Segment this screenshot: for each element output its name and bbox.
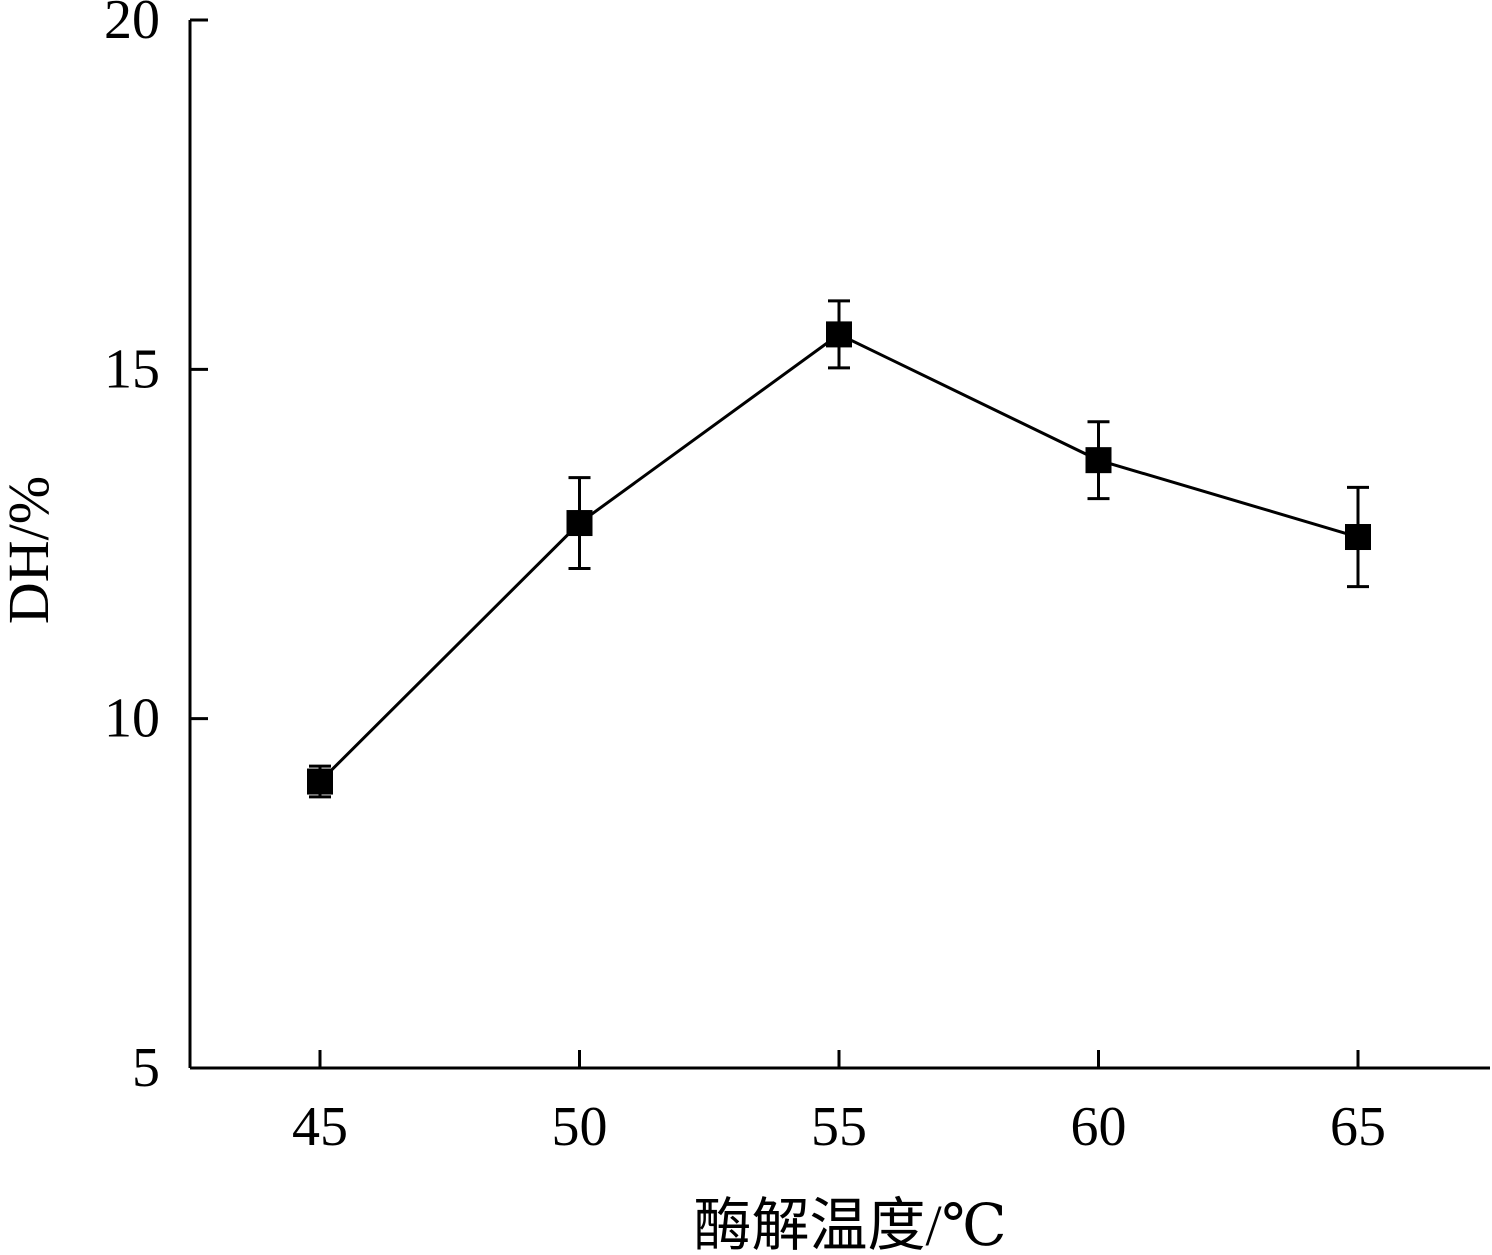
x-tick-label: 65 (1330, 1096, 1386, 1158)
x-ticks: 45 50 55 60 65 (292, 1050, 1386, 1158)
plot-area (307, 299, 1371, 799)
x-tick-label: 60 (1071, 1096, 1127, 1158)
x-tick-label: 50 (552, 1096, 608, 1158)
y-tick-label: 15 (104, 338, 160, 400)
y-axis-title: DH/% (0, 476, 61, 624)
data-point-marker (1085, 447, 1112, 474)
y-tick-label: 5 (132, 1037, 160, 1099)
data-point-marker (566, 510, 593, 537)
y-tick-label: 10 (104, 688, 160, 750)
data-point-marker (826, 321, 852, 348)
data-point-marker (307, 768, 333, 795)
y-ticks: 5 10 15 20 (104, 0, 208, 1099)
axes (188, 20, 1490, 1070)
x-axis-title: 酶解温度/℃ (694, 1193, 1007, 1255)
x-tick-label: 55 (811, 1096, 867, 1158)
x-tick-label: 45 (292, 1096, 348, 1158)
series-line (318, 332, 1359, 783)
data-point-marker (1345, 524, 1371, 551)
y-tick-label: 20 (104, 0, 160, 51)
